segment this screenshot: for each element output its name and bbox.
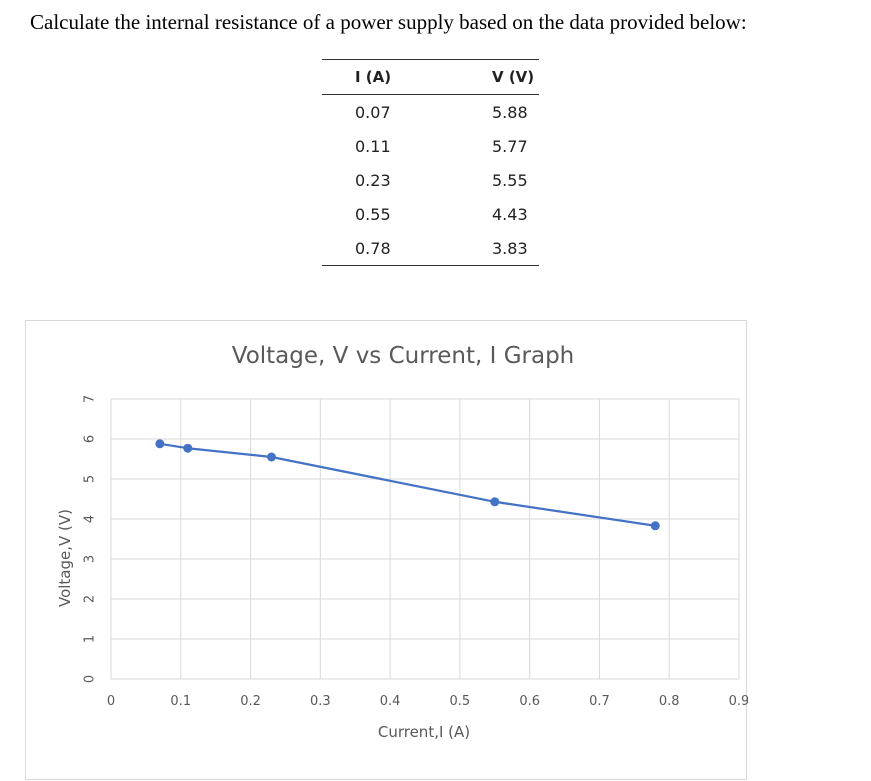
data-point	[266, 452, 276, 462]
cell-voltage: 3.83	[463, 231, 539, 266]
y-tick-label: 6	[83, 435, 98, 443]
data-point	[650, 521, 660, 531]
y-axis-label: Voltage,V (V)	[56, 509, 74, 607]
y-tick-label: 4	[83, 515, 98, 523]
cell-current: 0.11	[355, 136, 391, 156]
data-point	[490, 497, 500, 507]
x-tick-label: 0.1	[170, 694, 191, 709]
x-tick-label: 0.3	[310, 694, 331, 709]
data-point	[183, 443, 193, 453]
y-tick-label: 0	[83, 675, 98, 683]
chart-tick-labels: 0 1 2 3 4 5 6 7 0 0.1 0.2 0.3 0.4 0.5 0.6 0.7 0.8 0.9	[83, 395, 748, 709]
x-tick-label: 0.5	[450, 694, 471, 709]
cell-voltage: 5.77	[492, 136, 528, 156]
y-tick-label: 2	[83, 595, 98, 603]
chart-title: Voltage, V vs Current, I Graph	[232, 343, 575, 369]
cell-voltage: 5.55	[492, 170, 528, 190]
y-tick-label: 3	[83, 555, 98, 563]
y-tick-label: 7	[83, 395, 98, 403]
data-table: I (A) V (V) 0.07 5.88 0.11 5.77 0.23 5.5…	[322, 59, 539, 266]
table-row: 0.07 5.88	[322, 95, 539, 130]
x-tick-label: 0.2	[240, 694, 261, 709]
table-row: 0.78 3.83	[322, 231, 539, 266]
table-row: 0.23 5.55	[322, 163, 539, 197]
cell-current: 0.23	[355, 170, 391, 190]
y-tick-label: 5	[83, 475, 98, 483]
x-tick-label: 0.4	[380, 694, 401, 709]
cell-current: 0.07	[355, 102, 391, 122]
x-axis-label: Current,I (A)	[378, 723, 470, 741]
table-row: 0.55 4.43	[322, 197, 539, 231]
x-tick-label: 0.6	[519, 694, 540, 709]
header-voltage: V (V)	[463, 59, 539, 95]
x-tick-label: 0	[107, 694, 115, 709]
cell-voltage: 4.43	[492, 204, 528, 224]
chart-grid	[110, 398, 740, 680]
y-tick-label: 1	[83, 635, 98, 643]
chart-container: 0 1 2 3 4 5 6 7 0 0.1 0.2 0.3 0.4 0.5 0.6 0.7 0.8 0.9 Vol…	[25, 320, 748, 780]
table-row: 0.11 5.77	[322, 129, 539, 163]
question-text: Calculate the internal resistance of a p…	[30, 10, 747, 34]
voltage-current-chart: 0 1 2 3 4 5 6 7 0 0.1 0.2 0.3 0.4 0.5 0.6 0.7 0.8 0.9 Vol…	[56, 343, 748, 741]
table-header-row: I (A) V (V)	[322, 59, 539, 95]
data-point	[155, 439, 165, 449]
cell-current: 0.55	[355, 204, 391, 224]
chart-series	[155, 439, 660, 531]
series-line	[159, 442, 656, 527]
x-tick-label: 0.8	[659, 694, 680, 709]
header-current: I (A)	[322, 59, 463, 95]
x-tick-label: 0.9	[729, 694, 748, 709]
cell-current: 0.78	[322, 231, 463, 266]
cell-voltage: 5.88	[492, 102, 528, 122]
x-tick-label: 0.7	[589, 694, 610, 709]
